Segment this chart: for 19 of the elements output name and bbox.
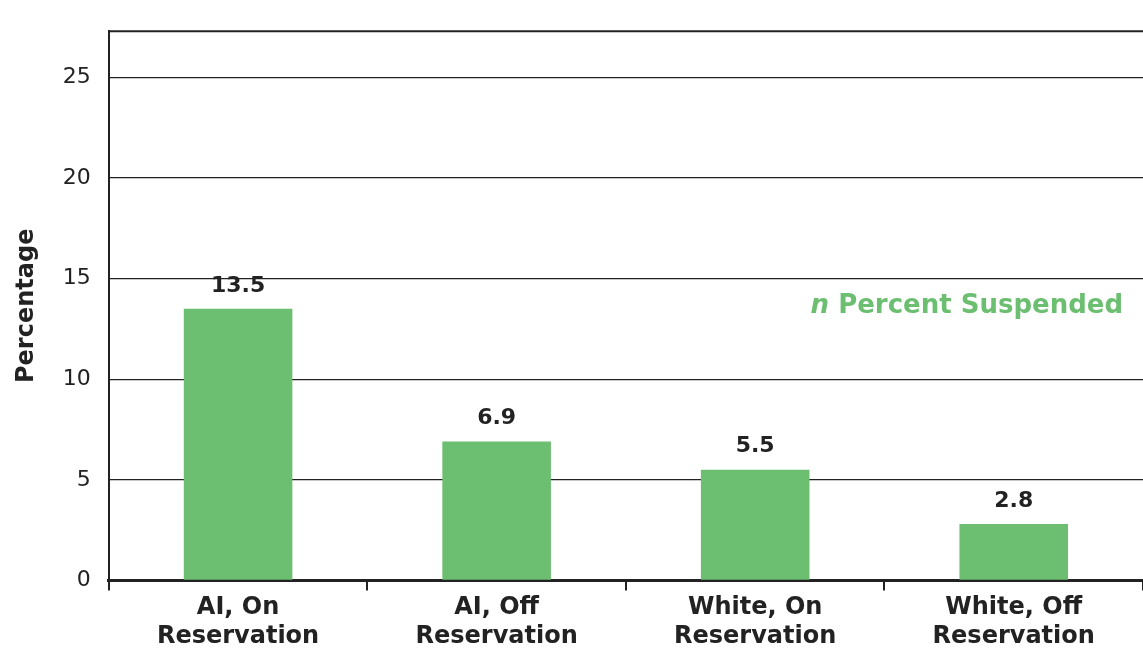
y-tick-label: 5 <box>76 465 91 491</box>
y-tick-label: 20 <box>62 163 91 189</box>
bar <box>183 308 293 580</box>
data-label: 2.8 <box>994 486 1034 512</box>
y-tick-label: 15 <box>62 264 91 290</box>
y-axis-title: Percentage <box>10 228 39 384</box>
bar <box>959 524 1069 580</box>
y-tick-label: 25 <box>62 63 91 89</box>
bar <box>700 469 810 580</box>
data-label: 5.5 <box>735 432 775 458</box>
text: n Percent Suspended <box>810 288 1123 319</box>
y-tick-label: 0 <box>76 566 91 592</box>
x-tick-label: White, Off Reservation <box>932 592 1095 649</box>
x-tick-label: AI, On Reservation <box>156 592 320 649</box>
x-tick-label: AI, Off Reservation <box>415 592 578 649</box>
y-tick-label: 10 <box>62 364 91 390</box>
bar <box>442 441 551 580</box>
data-label: 6.9 <box>477 404 517 430</box>
x-tick-label: White, On Reservation <box>674 592 837 649</box>
